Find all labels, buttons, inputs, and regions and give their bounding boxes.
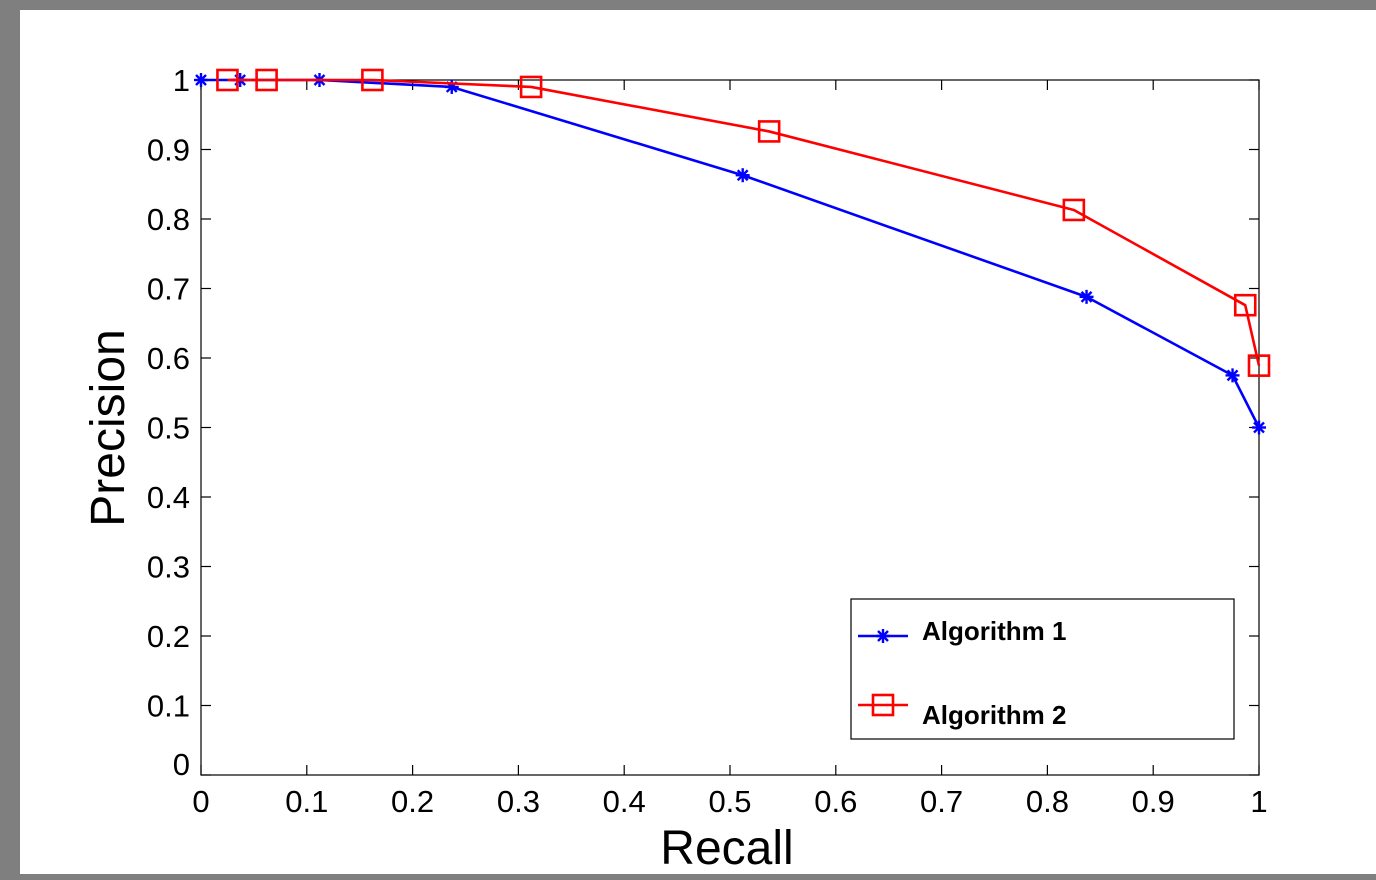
x-axis-label: Recall xyxy=(660,822,793,875)
x-tick-label: 0.5 xyxy=(708,784,751,819)
legend: Algorithm 1 Algorithm 2 xyxy=(850,598,1235,740)
legend-label-algorithm-1: Algorithm 1 xyxy=(922,616,1066,646)
series-2 xyxy=(216,68,1271,377)
data-point xyxy=(361,68,384,92)
data-point xyxy=(1233,293,1257,317)
y-tick-label: 0.1 xyxy=(147,689,190,724)
data-point xyxy=(1252,420,1266,435)
legend-items xyxy=(858,629,908,717)
y-tick-label: 0.2 xyxy=(147,619,190,654)
series-layer xyxy=(194,68,1271,435)
x-tick-label: 0.3 xyxy=(497,784,540,819)
y-tick-label: 1 xyxy=(173,63,190,98)
legend-label-algorithm-2: Algorithm 2 xyxy=(922,700,1066,730)
legend-marker-1 xyxy=(876,629,890,643)
y-axis-label: Precision xyxy=(82,329,135,526)
x-tick-label: 0.4 xyxy=(603,784,646,819)
y-tick-label: 0.4 xyxy=(147,480,190,515)
frame-bottom-border xyxy=(0,874,1376,880)
data-point xyxy=(1247,354,1271,377)
x-tick-label: 0.9 xyxy=(1132,784,1175,819)
x-tick-label: 0 xyxy=(192,784,209,819)
data-point xyxy=(1062,198,1086,222)
data-point xyxy=(255,68,278,92)
y-tick-label: 0.6 xyxy=(147,341,190,376)
y-tick-label: 0.9 xyxy=(147,133,190,168)
legend-marker-2 xyxy=(871,693,895,717)
x-tick-label: 0.7 xyxy=(920,784,963,819)
legend-box xyxy=(850,598,1235,740)
data-point xyxy=(1079,289,1094,304)
x-tick-label: 0.2 xyxy=(391,784,434,819)
x-tick-label: 1 xyxy=(1250,784,1267,819)
y-tick-label: 0.5 xyxy=(147,411,190,446)
y-tick-label: 0.7 xyxy=(147,272,190,307)
data-point xyxy=(1225,368,1240,383)
y-tick-label: 0.3 xyxy=(147,550,190,585)
data-point xyxy=(194,73,208,87)
series-line-2 xyxy=(227,78,1261,366)
x-tick-label: 0.6 xyxy=(814,784,857,819)
x-tick-label: 0.1 xyxy=(285,784,328,819)
x-tick-label: 0.8 xyxy=(1026,784,1069,819)
x-axis: 0 0.1 0.2 0.3 0.4 0.5 0.6 0.7 0.8 0.9 1 xyxy=(192,80,1268,819)
data-point xyxy=(519,75,543,99)
y-tick-label: 0 xyxy=(173,747,190,782)
data-point xyxy=(757,120,781,143)
data-point xyxy=(735,168,750,183)
data-point xyxy=(216,68,239,92)
y-tick-label: 0.8 xyxy=(147,202,190,237)
y-axis: 0 0.1 0.2 0.3 0.4 0.5 0.6 0.7 0.8 0.9 1 xyxy=(147,63,1259,782)
